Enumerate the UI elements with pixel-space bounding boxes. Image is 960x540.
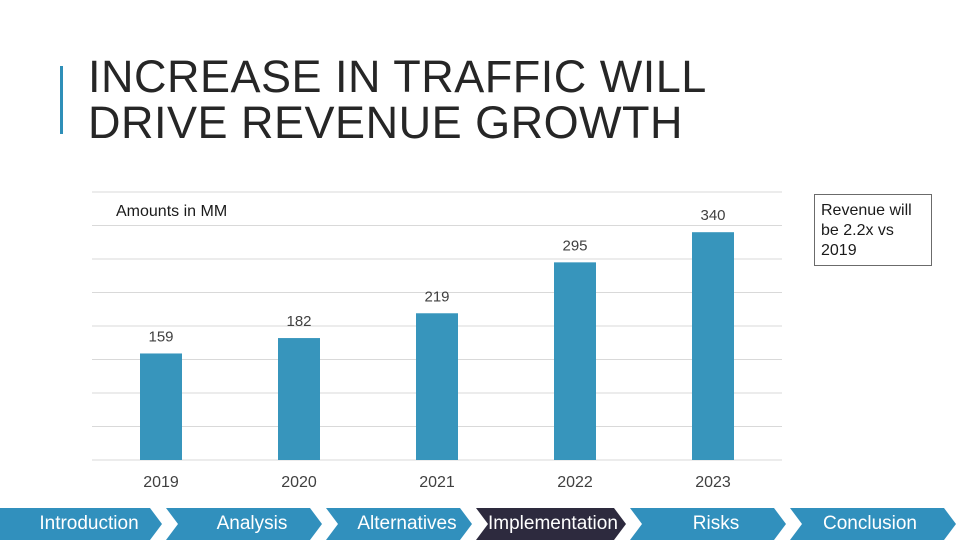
nav-item-label: Risks [692, 513, 740, 534]
nav-item-label: Introduction [39, 513, 139, 534]
nav-item-analysis[interactable]: Analysis [166, 508, 326, 540]
nav-chevron-2 [326, 508, 472, 540]
data-label-2021: 219 [424, 288, 449, 305]
chart-title: Amounts in MM [116, 203, 227, 220]
bar-2022 [554, 262, 596, 460]
nav-item-implementation[interactable]: Implementation [476, 508, 630, 540]
data-label-2022: 295 [562, 237, 587, 254]
nav-item-label: Conclusion [823, 513, 917, 534]
nav-chevron-4 [630, 508, 786, 540]
nav-item-alternatives[interactable]: Alternatives [326, 508, 476, 540]
nav-item-label: Implementation [488, 513, 618, 534]
nav-item-conclusion[interactable]: Conclusion [790, 508, 950, 540]
data-label-2023: 340 [700, 207, 725, 224]
title-accent-bar [60, 66, 63, 134]
bar-2021 [416, 313, 458, 460]
section-nav-background [0, 508, 956, 540]
x-tick-label-2023: 2023 [695, 474, 731, 491]
nav-item-risks[interactable]: Risks [630, 508, 790, 540]
section-nav: Introduction Analysis Alternatives Imple… [0, 508, 960, 540]
bar-2023 [692, 232, 734, 460]
nav-item-label: Alternatives [357, 513, 457, 534]
nav-chevron-0 [0, 508, 162, 540]
data-label-2019: 159 [148, 328, 173, 345]
data-label-2020: 182 [286, 313, 311, 330]
slide-title-line-2: DRIVE REVENUE GROWTH [88, 97, 684, 148]
x-tick-label-2022: 2022 [557, 474, 593, 491]
bar-2020 [278, 338, 320, 460]
nav-chevron-1 [166, 508, 322, 540]
x-tick-label-2019: 2019 [143, 474, 179, 491]
x-tick-label-2021: 2021 [419, 474, 455, 491]
nav-item-label: Analysis [216, 513, 288, 534]
x-tick-label-2020: 2020 [281, 474, 317, 491]
nav-item-introduction[interactable]: Introduction [0, 508, 166, 540]
nav-chevron-3 [476, 508, 626, 540]
revenue-callout: Revenue will be 2.2x vs 2019 [814, 194, 932, 266]
bar-2019 [140, 353, 182, 460]
nav-chevron-5 [790, 508, 956, 540]
slide-title-line-1: INCREASE IN TRAFFIC WILL [88, 51, 707, 102]
slide-title: INCREASE IN TRAFFIC WILL DRIVE REVENUE G… [88, 54, 848, 146]
